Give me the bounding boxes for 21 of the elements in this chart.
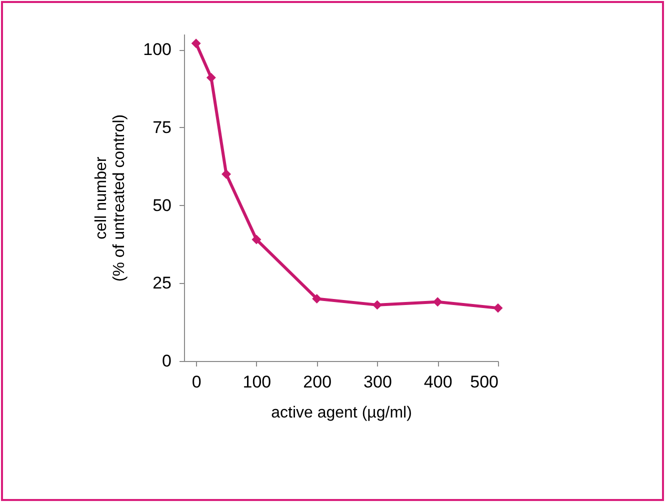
point xyxy=(206,72,216,82)
x-tick-label: 0 xyxy=(192,372,202,392)
y-tick-label: 50 xyxy=(152,196,172,215)
point xyxy=(372,300,382,310)
x-tick-label: 100 xyxy=(242,372,272,392)
y-tick-label: 100 xyxy=(143,40,172,60)
y-axis-title: cell number (% of untreated control) xyxy=(93,114,128,282)
y-tick-label: 25 xyxy=(152,274,172,293)
x-tick-label: 200 xyxy=(303,372,332,392)
point xyxy=(252,234,262,244)
x-tick-label: 400 xyxy=(424,372,452,392)
point xyxy=(312,294,322,304)
x-tick-label: 300 xyxy=(364,372,392,392)
point xyxy=(432,297,442,307)
x-tick-label: 500 xyxy=(470,372,498,392)
point xyxy=(493,303,503,313)
y-tick-label: 75 xyxy=(152,118,172,137)
point xyxy=(222,169,232,179)
point xyxy=(191,38,201,48)
y-tick-label: 0 xyxy=(162,352,172,370)
x-axis-title: active agent (µg/ml) xyxy=(271,404,412,422)
